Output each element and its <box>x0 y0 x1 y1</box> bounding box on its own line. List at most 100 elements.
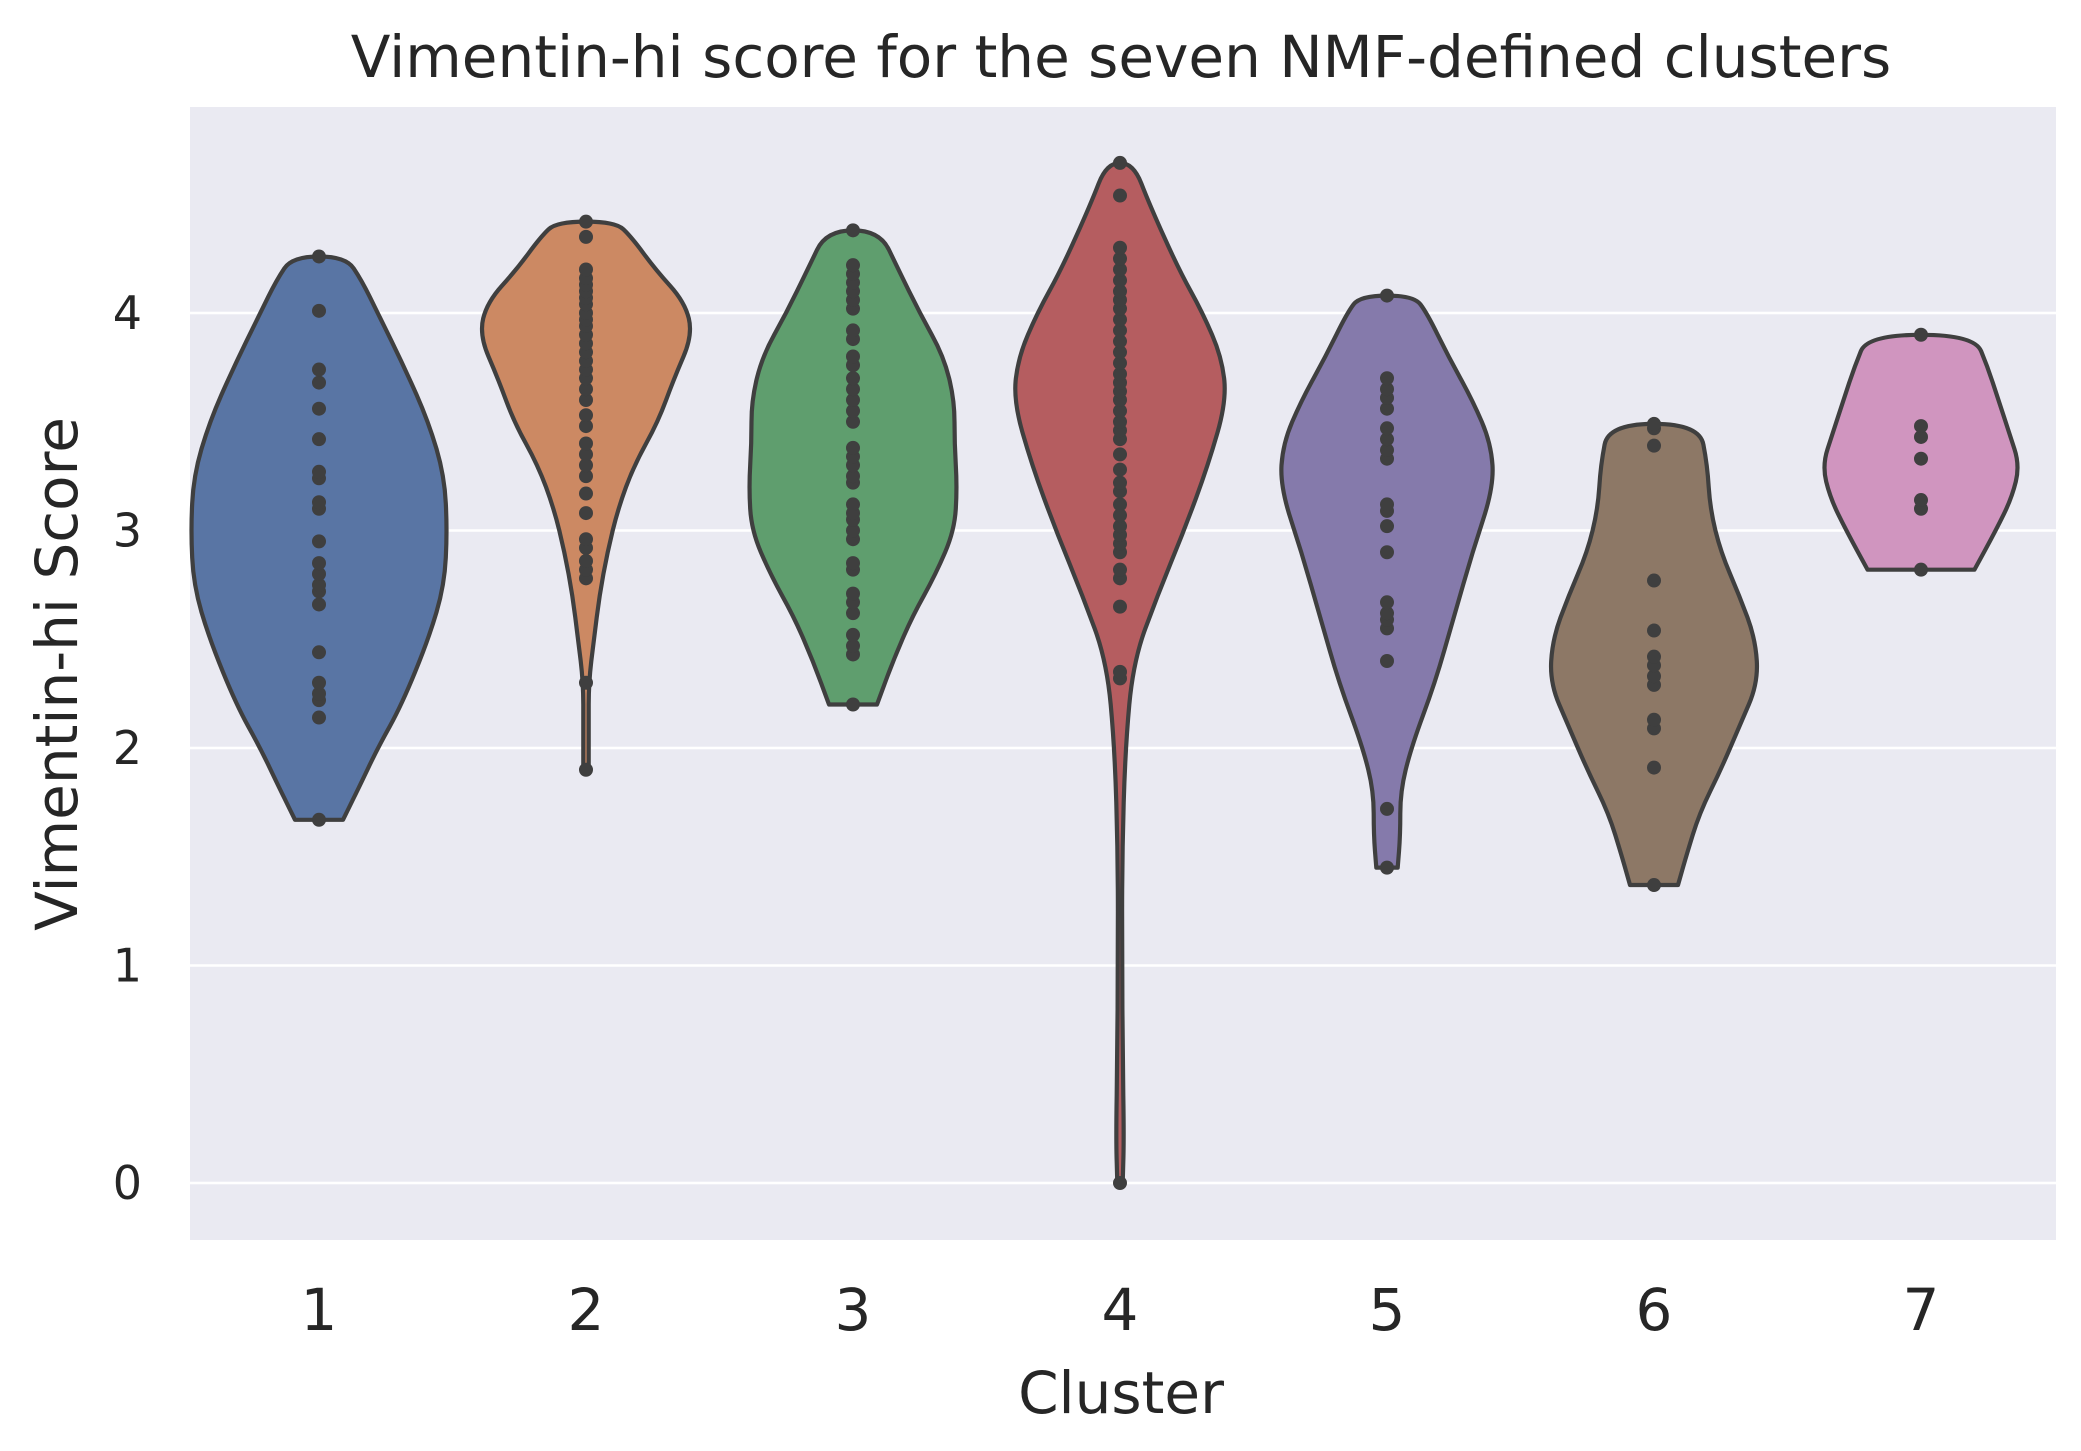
data-point <box>1113 284 1127 299</box>
data-point <box>1380 519 1394 534</box>
data-point <box>312 375 326 390</box>
data-point <box>1380 401 1394 416</box>
data-point <box>846 440 860 455</box>
data-point <box>1380 371 1394 386</box>
chart-title: Vimentin-hi score for the seven NMF-defi… <box>351 23 1891 91</box>
data-point <box>846 627 860 642</box>
data-point <box>579 447 593 462</box>
x-tick-label: 5 <box>1369 1276 1406 1344</box>
data-point <box>1914 327 1928 342</box>
data-point <box>846 523 860 538</box>
data-point <box>1113 312 1127 327</box>
data-point <box>579 262 593 277</box>
data-point <box>312 577 326 592</box>
data-point <box>1113 345 1127 360</box>
data-point <box>1113 155 1127 170</box>
violin-cluster-5 <box>1279 293 1495 870</box>
data-point <box>1647 878 1661 893</box>
data-point <box>846 414 860 429</box>
y-tick-labels: 0 1 2 3 4 <box>113 286 142 1210</box>
x-tick-label: 1 <box>301 1276 338 1344</box>
data-point <box>846 371 860 386</box>
data-point <box>1647 760 1661 775</box>
y-tick-label: 2 <box>113 721 142 775</box>
data-point <box>579 229 593 244</box>
data-point <box>312 401 326 416</box>
data-point <box>1113 262 1127 277</box>
data-point <box>579 553 593 568</box>
data-point <box>1380 443 1394 458</box>
data-point <box>579 393 593 407</box>
data-point <box>579 408 593 423</box>
data-point <box>846 497 860 512</box>
data-point <box>1113 562 1127 577</box>
data-point <box>846 393 860 407</box>
data-point <box>846 638 860 653</box>
data-point <box>1113 519 1127 534</box>
data-point <box>1380 421 1394 436</box>
data-point <box>579 762 593 777</box>
data-point <box>312 495 326 510</box>
data-point <box>1380 860 1394 875</box>
data-point <box>312 249 326 264</box>
data-point <box>312 534 326 549</box>
data-point <box>579 675 593 690</box>
data-point <box>1113 323 1127 338</box>
data-point <box>579 382 593 397</box>
data-point <box>312 464 326 479</box>
data-point <box>846 586 860 601</box>
data-point <box>1647 416 1661 431</box>
data-point <box>1113 475 1127 490</box>
data-point <box>846 469 860 484</box>
data-point <box>1380 595 1394 610</box>
data-point <box>312 686 326 701</box>
data-point <box>1914 429 1928 444</box>
data-point <box>846 606 860 621</box>
data-point <box>846 556 860 571</box>
data-point <box>312 675 326 690</box>
y-axis-label: Vimentin-hi Score <box>23 417 91 931</box>
data-point <box>312 567 326 581</box>
data-point <box>1380 497 1394 512</box>
x-tick-label: 6 <box>1636 1276 1673 1344</box>
data-point <box>1113 240 1127 255</box>
x-tick-label: 4 <box>1102 1276 1139 1344</box>
data-point <box>1113 462 1127 477</box>
y-tick-label: 4 <box>113 286 142 340</box>
data-point <box>1647 712 1661 727</box>
data-point <box>579 214 593 229</box>
x-tick-labels: 1 2 3 4 5 6 7 <box>301 1276 1940 1344</box>
data-point <box>312 303 326 318</box>
x-axis-label: Cluster <box>1018 1359 1224 1427</box>
data-point <box>312 432 326 447</box>
data-point <box>1380 382 1394 397</box>
data-point <box>1380 801 1394 816</box>
data-point <box>1113 334 1127 349</box>
data-point <box>846 223 860 238</box>
data-point <box>846 403 860 418</box>
data-point <box>1113 664 1127 679</box>
data-point <box>312 812 326 827</box>
data-point <box>1380 288 1394 303</box>
y-tick-label: 3 <box>113 504 142 558</box>
data-point <box>1914 451 1928 466</box>
data-point <box>579 486 593 501</box>
data-point <box>1113 251 1127 266</box>
x-tick-label: 3 <box>835 1276 872 1344</box>
data-point <box>1113 414 1127 429</box>
data-point <box>1380 545 1394 560</box>
y-tick-label: 1 <box>113 939 142 993</box>
data-point <box>1914 419 1928 434</box>
y-tick-label: 0 <box>113 1156 142 1210</box>
data-point <box>1113 497 1127 512</box>
data-point <box>1113 188 1127 203</box>
data-point <box>1647 573 1661 588</box>
data-point <box>1113 356 1127 371</box>
data-points <box>312 155 1928 1190</box>
data-point <box>846 258 860 273</box>
x-tick-label: 7 <box>1903 1276 1940 1344</box>
x-tick-label: 2 <box>568 1276 605 1344</box>
data-point <box>846 349 860 364</box>
